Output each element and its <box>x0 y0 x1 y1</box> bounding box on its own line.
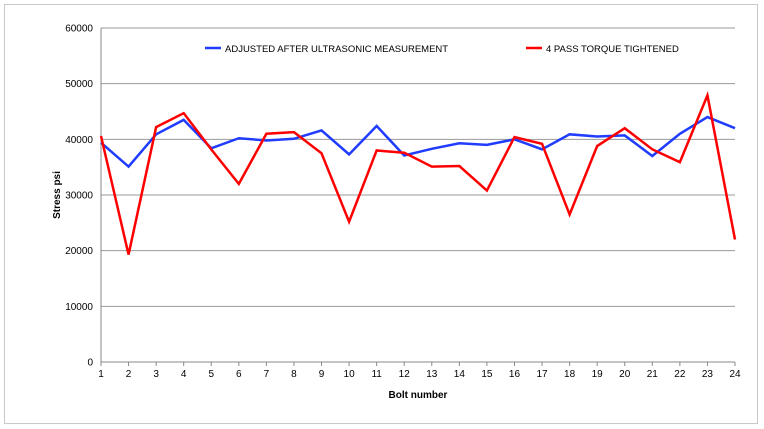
y-tick-label: 0 <box>87 358 93 369</box>
x-tick-label: 6 <box>236 369 242 380</box>
y-tick-labels: 0 10000 20000 30000 40000 50000 60000 <box>65 24 93 369</box>
legend-label: ADJUSTED AFTER ULTRASONIC MEASUREMENT <box>225 44 448 55</box>
x-tick-label: 24 <box>729 369 741 380</box>
y-tick-label: 40000 <box>65 135 93 146</box>
x-tick-label: 13 <box>426 369 438 380</box>
x-tick-label: 5 <box>208 369 214 380</box>
legend: ADJUSTED AFTER ULTRASONIC MEASUREMENT 4 P… <box>205 44 679 55</box>
y-axis-label: Stress psi <box>52 171 63 219</box>
y-tick-label: 60000 <box>65 24 93 35</box>
x-tick-label: 16 <box>509 369 521 380</box>
x-tick-label: 1 <box>98 369 104 380</box>
y-tick-label: 20000 <box>65 246 93 257</box>
x-tick-label: 4 <box>181 369 187 380</box>
x-tick-label: 7 <box>264 369 270 380</box>
series-lines <box>99 91 737 255</box>
gridlines <box>101 27 735 307</box>
x-tick-label: 15 <box>481 369 493 380</box>
x-tick-label: 2 <box>126 369 132 380</box>
x-tick-label: 3 <box>153 369 159 380</box>
x-tick-label: 21 <box>647 369 659 380</box>
x-tick-label: 18 <box>564 369 576 380</box>
x-tick-label: 11 <box>371 369 382 380</box>
x-axis-label: Bolt number <box>389 390 448 401</box>
x-tick-label: 17 <box>536 369 548 380</box>
y-tick-label: 30000 <box>65 191 93 202</box>
x-tick-label: 14 <box>454 369 466 380</box>
x-tick-label: 8 <box>291 369 297 380</box>
x-tick-label: 19 <box>592 369 604 380</box>
y-tick-label: 10000 <box>65 302 93 313</box>
legend-label: 4 PASS TORQUE TIGHTENED <box>546 44 679 55</box>
x-tick-labels: 1 2 3 4 5 6 7 8 9 10 11 12 13 14 15 16 17 18 19 20 21 22 23 24 <box>98 369 741 380</box>
axes <box>100 28 736 366</box>
series-line-torque <box>99 91 737 255</box>
x-tick-label: 12 <box>399 369 411 380</box>
x-tick-label: 9 <box>319 369 325 380</box>
x-tick-label: 20 <box>619 369 631 380</box>
x-tick-label: 10 <box>344 369 356 380</box>
x-tick-label: 22 <box>674 369 686 380</box>
y-tick-label: 50000 <box>65 79 93 90</box>
x-tick-label: 23 <box>702 369 714 380</box>
chart-frame <box>4 4 758 424</box>
